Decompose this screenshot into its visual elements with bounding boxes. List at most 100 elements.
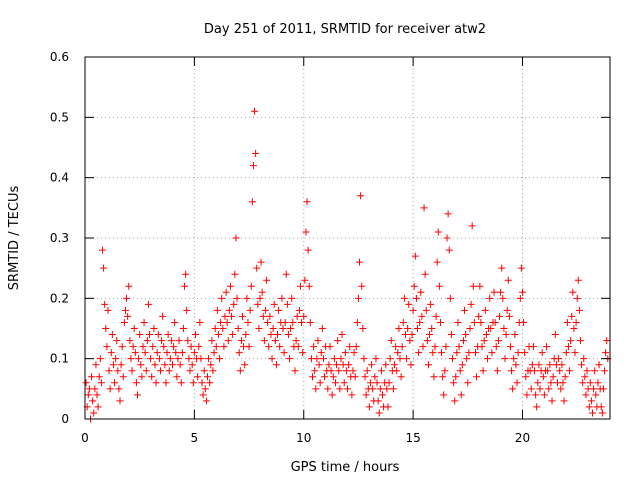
data-point [376,385,384,393]
data-point [264,318,272,326]
data-point [418,312,426,320]
data-point [406,337,414,345]
data-point [362,391,370,399]
data-point [244,318,252,326]
data-point [183,306,191,314]
data-point [327,367,335,375]
data-point [329,373,337,381]
data-point [562,349,570,357]
data-point [444,210,452,218]
data-point [363,367,371,375]
data-point [511,331,519,339]
data-point [373,379,381,387]
data-point [251,107,259,115]
data-point [457,391,465,399]
data-point [534,379,542,387]
data-point [429,349,437,357]
data-point [350,349,358,357]
data-point [129,343,137,351]
data-point [500,325,508,332]
data-point [289,318,297,326]
data-point [467,300,475,308]
data-point [436,318,444,326]
y-tick-label: 0.6 [50,50,69,64]
data-point [438,349,446,357]
data-point [259,312,267,320]
data-point [185,355,193,363]
y-axis-label: SRMTID / TECUs [7,186,22,291]
data-point [578,361,586,369]
data-point [336,385,344,393]
data-point [106,385,114,393]
data-point [230,300,238,308]
data-point [482,331,490,339]
data-point [146,331,154,339]
data-point [470,318,478,326]
data-point [521,349,529,357]
data-point [330,355,338,363]
data-point [130,325,138,332]
data-point [190,349,198,357]
data-point [248,198,256,206]
data-point [599,385,607,393]
data-point [497,288,505,296]
data-point [249,162,257,170]
data-point [135,355,143,363]
data-point [546,361,554,369]
data-point [427,300,435,308]
data-point [305,282,313,290]
data-point [589,409,596,417]
data-point [358,282,366,290]
data-point [153,349,161,357]
data-point [449,355,456,363]
data-point [443,234,451,242]
data-point [224,337,232,345]
data-point [205,355,213,363]
data-point [317,349,325,357]
data-point [582,391,590,399]
data-point [397,373,405,381]
data-point [294,343,302,351]
data-point [301,276,309,284]
chart-title: Day 251 of 2011, SRMTID for receiver atw… [204,22,486,37]
data-point [267,331,275,339]
data-point [583,367,591,375]
data-point [284,331,292,339]
data-point [88,373,96,381]
data-point [178,349,186,357]
data-point [221,312,229,320]
data-point [462,331,470,339]
data-point [324,385,332,393]
data-point [274,331,281,339]
data-point [243,294,251,302]
data-point [95,373,103,381]
data-point [571,349,579,357]
data-point [304,246,312,254]
data-point [431,343,439,351]
data-point [377,367,385,375]
data-point [561,373,569,381]
y-tick-label: 0.5 [50,110,69,124]
data-point [235,349,243,357]
data-point [182,270,190,278]
data-point [496,312,504,320]
data-point [379,391,386,399]
data-point [160,343,168,351]
data-point [123,294,131,302]
data-point [257,258,265,266]
data-point [401,331,409,339]
data-point [414,325,421,332]
data-point [556,367,564,375]
data-point [394,349,402,357]
data-point [368,361,376,369]
data-point [586,379,594,387]
data-point [540,391,548,399]
data-point [439,373,447,381]
x-tick-label: 15 [405,431,420,445]
data-point [545,385,553,393]
data-point [204,373,211,381]
data-point [242,331,250,339]
data-point [344,385,351,393]
data-point [341,349,349,357]
data-point [171,318,179,326]
